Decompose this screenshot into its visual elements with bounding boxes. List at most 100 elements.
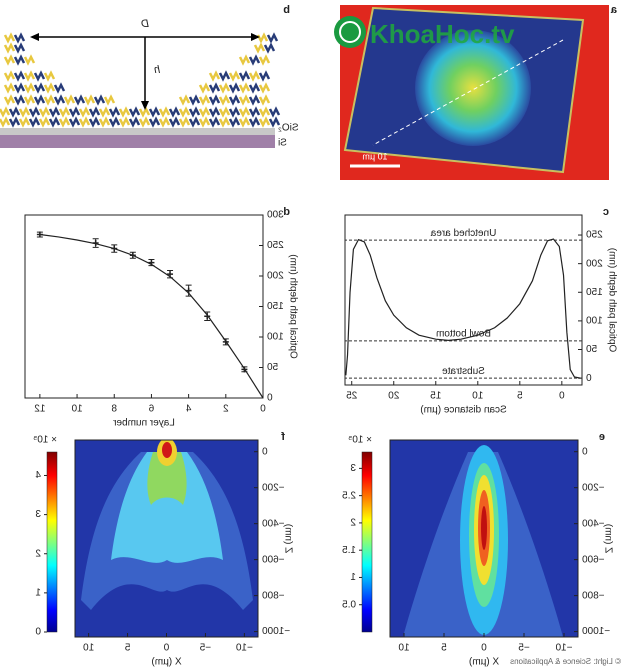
- molecule: [248, 70, 261, 82]
- molecule: [208, 82, 221, 94]
- x-tick-label: 0: [559, 391, 565, 402]
- x-axis-title: Layer number: [112, 418, 174, 429]
- molecule: [248, 116, 261, 128]
- molecule: [258, 54, 271, 66]
- x-tick-label: 12: [34, 404, 46, 415]
- molecule: [33, 70, 46, 82]
- x-tick-label: 0: [163, 643, 169, 654]
- molecule: [198, 94, 211, 106]
- molecule: [188, 106, 201, 118]
- molecule: [128, 106, 141, 118]
- reference-label: Unetched area: [430, 228, 496, 239]
- molecule: [18, 106, 31, 118]
- y-tick-label: 200: [586, 258, 603, 269]
- molecule: [228, 106, 241, 118]
- colorbar-tick-label: 1.5: [342, 545, 356, 556]
- heatmap-e: [390, 440, 578, 637]
- point: [222, 338, 229, 345]
- plot-frame: [344, 214, 583, 386]
- molecule: [138, 116, 151, 128]
- y-tick-label: 50: [267, 362, 279, 373]
- molecule: [3, 70, 16, 82]
- colorbar: [46, 451, 58, 633]
- molecule: [3, 42, 16, 54]
- molecule: [33, 82, 46, 94]
- x-tick-label: 2: [223, 404, 229, 415]
- molecule: [3, 94, 16, 106]
- molecule: [198, 106, 211, 118]
- layer-label: SiO₂: [278, 123, 299, 134]
- molecule: [248, 94, 261, 106]
- molecule: [248, 54, 261, 66]
- panel-label: c: [603, 206, 609, 218]
- molecule: [28, 116, 41, 128]
- molecule: [43, 70, 56, 82]
- x-tick-label: 0: [481, 643, 487, 654]
- molecule: [53, 82, 66, 94]
- molecule: [23, 70, 36, 82]
- molecule: [48, 106, 61, 118]
- molecule: [3, 82, 16, 94]
- y-tick-label: 0: [262, 446, 268, 457]
- molecule: [238, 94, 251, 106]
- molecule: [23, 54, 36, 66]
- molecule: [188, 116, 201, 128]
- molecule: [238, 54, 251, 66]
- molecule: [208, 106, 221, 118]
- si-layer: [0, 135, 275, 148]
- colorbar-tick-label: 3: [350, 463, 356, 474]
- molecule: [248, 82, 261, 94]
- height-symbol: h: [154, 64, 160, 76]
- molecule: [268, 106, 281, 118]
- molecule: [238, 116, 251, 128]
- point: [167, 271, 174, 278]
- molecule: [8, 106, 21, 118]
- bowl-spot: [415, 30, 531, 146]
- colorbar-tick-label: 4: [35, 470, 41, 481]
- x-axis-title: X (µm): [151, 657, 181, 668]
- molecule: [13, 42, 26, 54]
- y-tick-label: 100: [267, 332, 284, 343]
- panel-label: e: [599, 431, 605, 443]
- y-tick-label: 250: [586, 230, 603, 241]
- watermark-logo: [339, 21, 361, 43]
- molecule: [58, 116, 71, 128]
- width-symbol: D: [141, 18, 149, 30]
- arrow-head: [30, 33, 39, 41]
- x-tick-label: 20: [388, 391, 400, 402]
- molecule: [78, 116, 91, 128]
- y-tick-label: 150: [586, 287, 603, 298]
- colorbar-tick-label: 1: [350, 572, 356, 583]
- y-tick-label: −1000: [582, 626, 611, 637]
- watermark-logo: [334, 16, 366, 48]
- x-tick-label: 15: [430, 391, 442, 402]
- y-axis-title: Optical path depth (nm): [606, 248, 617, 353]
- y-tick-label: 200: [267, 271, 284, 282]
- molecule: [118, 116, 131, 128]
- colorbar-tick-label: 0.5: [342, 599, 356, 610]
- layer-label: Si: [278, 138, 287, 149]
- x-tick-label: 25: [346, 391, 358, 402]
- x-axis-title: Scan distance (µm): [420, 405, 506, 416]
- molecule: [218, 106, 231, 118]
- molecule: [228, 70, 241, 82]
- y-tick-label: 100: [586, 316, 603, 327]
- molecule: [88, 106, 101, 118]
- molecule: [138, 106, 151, 118]
- x-tick-label: 8: [111, 404, 117, 415]
- molecule: [258, 116, 271, 128]
- molecule: [256, 32, 269, 44]
- point: [36, 231, 43, 238]
- colorbar-tick-label: 2: [350, 518, 356, 529]
- molecule: [208, 70, 221, 82]
- molecule: [178, 94, 191, 106]
- y-tick-label: 250: [267, 240, 284, 251]
- molecule: [18, 116, 31, 128]
- molecule: [13, 82, 26, 94]
- molecule: [178, 106, 191, 118]
- molecule: [118, 106, 131, 118]
- molecule: [238, 106, 251, 118]
- y-tick-label: 0: [586, 373, 592, 384]
- x-tick-label: 6: [148, 404, 154, 415]
